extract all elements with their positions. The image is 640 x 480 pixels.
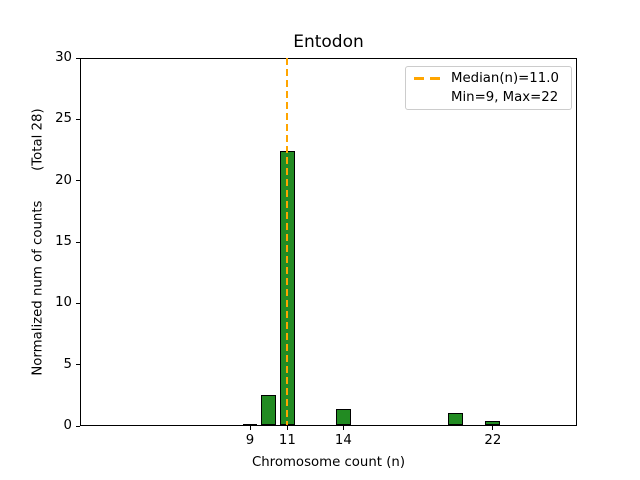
- x-tick-label: 22: [484, 433, 502, 448]
- y-tick: [76, 118, 80, 120]
- legend-label-median: Median(n)=11.0: [451, 71, 559, 86]
- y-tick: [76, 364, 80, 366]
- y-tick-label: 20: [55, 172, 72, 188]
- y-tick-label: 10: [55, 295, 72, 311]
- x-tick-label: 9: [245, 433, 255, 448]
- x-tick-label: 14: [334, 433, 352, 448]
- legend: Median(n)=11.0 Min=9, Max=22: [405, 66, 572, 110]
- bar-n-14: [335, 408, 351, 425]
- bar-n-22: [485, 421, 501, 425]
- y-tick: [76, 180, 80, 182]
- x-tick: [286, 426, 288, 430]
- bar-n-20: [448, 413, 464, 425]
- y-tick: [76, 302, 80, 304]
- y-tick-label: 25: [55, 111, 72, 127]
- median-line: [286, 58, 289, 425]
- y-tick-label: 15: [55, 234, 72, 249]
- legend-entry-minmax: Min=9, Max=22: [414, 88, 565, 107]
- x-axis-label: Chromosome count (n): [251, 455, 406, 470]
- plot-area: [80, 58, 577, 426]
- chart-title: Entodon: [293, 32, 364, 52]
- orange-dashed-line-icon: [414, 77, 440, 80]
- legend-label-minmax: Min=9, Max=22: [451, 90, 559, 105]
- y-tick: [76, 241, 80, 243]
- y-tick-label: 5: [63, 356, 72, 372]
- x-tick-label: 11: [278, 433, 296, 448]
- legend-spacer: [414, 96, 440, 99]
- bar-n-10: [261, 395, 277, 425]
- y-axis-label: Normalized num of counts (Total 28): [30, 108, 46, 376]
- y-tick-label: 30: [55, 50, 72, 65]
- y-tick: [76, 425, 80, 427]
- y-tick-label: 0: [63, 418, 72, 433]
- legend-entry-median: Median(n)=11.0: [414, 69, 565, 88]
- x-tick: [342, 426, 344, 430]
- x-tick: [249, 426, 251, 430]
- bar-n-9: [242, 424, 258, 427]
- x-tick: [492, 426, 494, 430]
- y-tick: [76, 57, 80, 59]
